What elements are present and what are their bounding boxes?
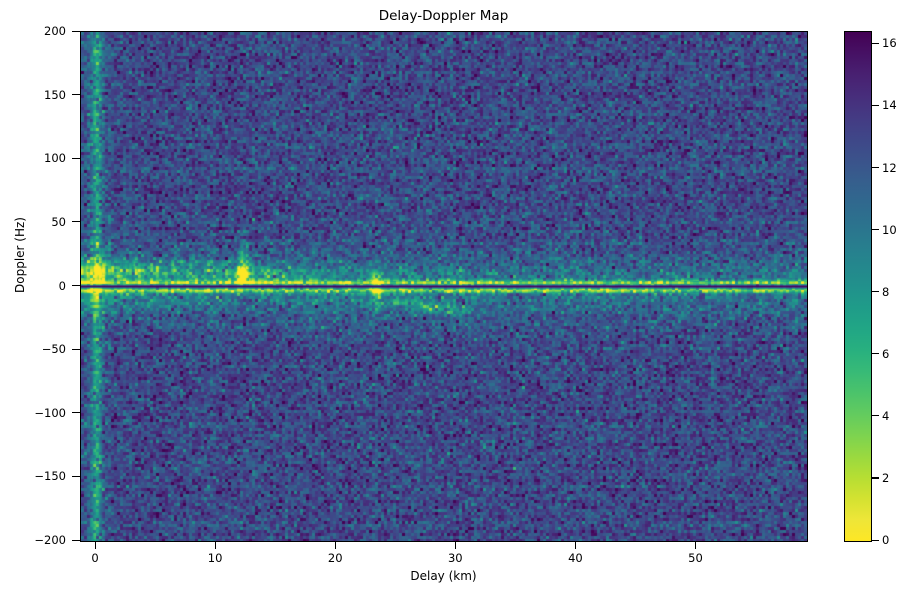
y-tick-label: −200 xyxy=(34,533,66,547)
y-tick-mark xyxy=(72,221,80,223)
colorbar-tick-mark xyxy=(872,415,879,417)
y-tick-label: 50 xyxy=(51,214,66,229)
x-tick-label: 50 xyxy=(688,551,703,565)
y-tick-label: −150 xyxy=(34,469,66,484)
y-axis-label: Doppler (Hz) xyxy=(13,217,27,293)
colorbar-tick-mark xyxy=(872,42,879,44)
x-tick-label: 20 xyxy=(327,551,343,565)
y-tick-label: 100 xyxy=(44,151,66,166)
y-tick-label: −100 xyxy=(34,405,66,420)
y-tick-mark xyxy=(72,475,80,477)
colorbar-tick-label: 2 xyxy=(882,470,890,485)
x-tick-label: 30 xyxy=(447,551,463,565)
y-tick-label: 150 xyxy=(44,87,66,102)
colorbar-tick-label: 6 xyxy=(882,346,890,361)
heatmap-image xyxy=(81,32,807,541)
colorbar-tick-mark xyxy=(872,167,879,169)
y-tick-mark xyxy=(72,348,80,350)
x-tick-mark xyxy=(695,541,697,549)
y-tick-label: 200 xyxy=(44,24,66,38)
colorbar-tick-label: 12 xyxy=(882,160,897,175)
y-tick-label: 0 xyxy=(58,278,66,293)
x-tick-mark xyxy=(94,541,96,549)
y-tick-mark xyxy=(72,94,80,96)
delay-doppler-heatmap-axes[interactable] xyxy=(80,31,808,542)
colorbar-tick-mark xyxy=(872,353,879,355)
x-tick-label: 40 xyxy=(568,551,583,565)
colorbar-tick-label: 0 xyxy=(882,533,890,547)
x-tick-label: 10 xyxy=(207,551,223,565)
colorbar[interactable] xyxy=(844,31,872,542)
colorbar-tick-label: 14 xyxy=(882,98,897,113)
colorbar-tick-mark xyxy=(872,477,879,479)
y-tick-mark xyxy=(72,412,80,414)
x-axis-label: Delay (km) xyxy=(410,569,477,583)
colorbar-tick-mark xyxy=(872,229,879,231)
y-tick-mark xyxy=(72,285,80,287)
x-tick-mark xyxy=(574,541,576,549)
x-tick-mark xyxy=(214,541,216,549)
colorbar-tick-label: 16 xyxy=(882,36,897,51)
colorbar-gradient xyxy=(845,32,871,541)
page-title: Delay-Doppler Map xyxy=(378,8,509,24)
x-tick-mark xyxy=(454,541,456,549)
y-tick-label: −50 xyxy=(41,342,66,357)
y-tick-mark xyxy=(72,30,80,32)
y-tick-mark xyxy=(72,157,80,159)
colorbar-tick-mark xyxy=(872,291,879,293)
colorbar-tick-label: 10 xyxy=(882,222,897,237)
y-tick-mark xyxy=(72,539,80,541)
x-tick-mark xyxy=(334,541,336,549)
colorbar-tick-mark xyxy=(872,539,879,541)
x-tick-label: 0 xyxy=(91,551,99,565)
colorbar-tick-label: 4 xyxy=(882,408,890,423)
colorbar-tick-label: 8 xyxy=(882,284,890,299)
colorbar-tick-mark xyxy=(872,104,879,107)
